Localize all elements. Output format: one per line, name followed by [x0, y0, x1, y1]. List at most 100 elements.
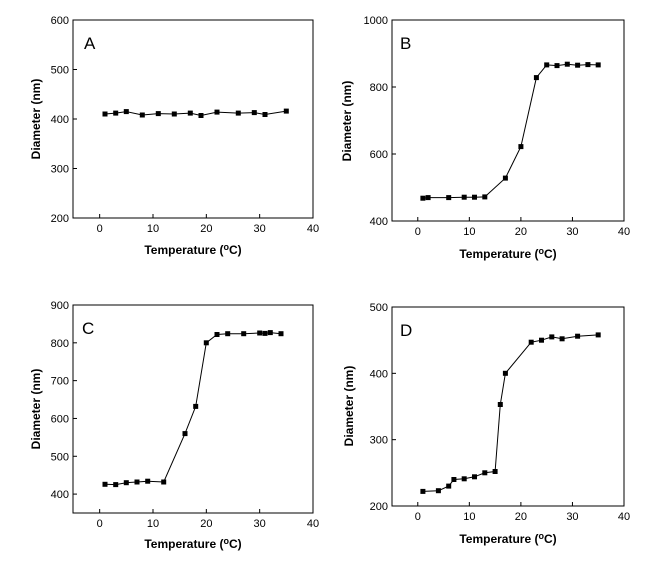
- data-point-d: [435, 488, 441, 494]
- x-tick-label-a: 40: [307, 223, 319, 235]
- y-tick-label-d: 500: [370, 302, 388, 314]
- x-tick-label-b: 30: [566, 226, 578, 238]
- data-point-b: [461, 194, 467, 200]
- data-point-b: [575, 62, 581, 68]
- data-point-d: [559, 336, 565, 342]
- data-point-d: [539, 337, 544, 343]
- ticks-c: 0 10 20 30 40 400 500 600 700 800 900: [51, 300, 319, 530]
- y-tick-label-c: 700: [51, 376, 69, 388]
- data-point-a: [283, 108, 289, 114]
- data-point-c: [278, 331, 284, 337]
- data-point-a: [171, 111, 177, 117]
- data-point-c: [193, 403, 199, 409]
- series-line-c: [104, 332, 282, 486]
- panel-letter-b: B: [400, 34, 411, 53]
- series-line-a: [104, 110, 287, 117]
- data-point-c: [262, 330, 268, 336]
- x-tick-label-a: 30: [254, 223, 266, 235]
- x-tick-label-c: 0: [97, 518, 103, 530]
- data-point-b: [518, 144, 524, 150]
- series-d: [420, 332, 601, 494]
- y-tick-label-d: 300: [370, 435, 388, 447]
- y-axis-label-d: Diameter (nm): [342, 366, 356, 447]
- data-point-d: [482, 470, 488, 476]
- panel-letter-a: A: [84, 34, 96, 53]
- y-tick-label-d: 200: [370, 501, 388, 513]
- x-tick-label-a: 10: [147, 223, 159, 235]
- panel-c: 0 10 20 30 40 400 500 600 700 800 900 C Temperatur…: [29, 300, 319, 551]
- data-point-b: [544, 62, 550, 68]
- y-tick-label-a: 300: [51, 164, 69, 176]
- data-point-c: [225, 331, 231, 337]
- y-tick-label-d: 400: [370, 368, 388, 380]
- series-a: [102, 108, 289, 118]
- data-point-a: [235, 110, 241, 116]
- series-c: [102, 330, 284, 488]
- data-point-c: [257, 330, 263, 336]
- x-tick-label-d: 0: [415, 511, 421, 523]
- y-tick-label-a: 500: [51, 65, 69, 77]
- data-point-c: [134, 479, 140, 485]
- data-point-b: [564, 61, 570, 67]
- y-tick-label-c: 900: [51, 300, 69, 312]
- y-tick-label-a: 600: [51, 15, 69, 27]
- y-tick-label-b: 400: [370, 216, 388, 228]
- x-tick-label-c: 20: [200, 518, 212, 530]
- data-point-a: [251, 110, 257, 116]
- series-line-b: [422, 63, 599, 199]
- plot-frame-b: [391, 19, 625, 222]
- x-tick-label-a: 20: [200, 223, 212, 235]
- data-point-c: [113, 482, 119, 488]
- x-tick-label-b: 10: [463, 226, 475, 238]
- y-tick-label-c: 600: [51, 413, 69, 425]
- panel-a: 0 10 20 30 40 200 300 400 500 600 A Temperature (…: [29, 15, 319, 257]
- series-b: [420, 61, 601, 201]
- x-tick-label-d: 20: [515, 511, 527, 523]
- data-point-d: [461, 476, 467, 482]
- ticks-d: 0 10 20 30 40 200 300 400 500: [370, 302, 630, 523]
- data-point-b: [420, 195, 426, 201]
- x-tick-label-c: 10: [147, 518, 159, 530]
- data-point-d: [420, 488, 426, 494]
- data-point-c: [214, 332, 220, 337]
- data-point-b: [533, 75, 539, 81]
- data-point-a: [214, 109, 220, 115]
- y-axis-label-c: Diameter (nm): [29, 369, 43, 450]
- data-point-b: [595, 62, 601, 68]
- data-point-b: [472, 194, 477, 200]
- x-tick-label-c: 40: [307, 518, 319, 530]
- data-point-d: [472, 474, 477, 480]
- x-tick-label-c: 30: [254, 518, 266, 530]
- data-point-a: [198, 113, 204, 118]
- data-point-c: [203, 340, 209, 346]
- plot-frame-d: [391, 306, 625, 507]
- plot-frame-c: [72, 304, 314, 514]
- data-point-d: [502, 370, 508, 376]
- panel-b: 0 10 20 30 40 400 600 800 1000 B Temperature (oC…: [340, 15, 630, 261]
- y-tick-label-b: 1000: [364, 15, 388, 27]
- y-tick-label-b: 600: [370, 149, 388, 161]
- y-axis-label-a: Diameter (nm): [29, 79, 43, 160]
- data-point-b: [502, 175, 508, 181]
- x-axis-label-b: Temperature (oC): [459, 246, 556, 261]
- x-tick-label-b: 20: [515, 226, 527, 238]
- x-axis-label-c: Temperature (oC): [144, 536, 241, 551]
- data-point-d: [575, 333, 581, 339]
- data-point-d: [497, 402, 503, 407]
- x-tick-label-d: 30: [566, 511, 578, 523]
- panel-d: 0 10 20 30 40 200 300 400 500 D Temperature (oC)…: [342, 302, 630, 546]
- x-axis-label-a: Temperature (oC): [144, 242, 241, 257]
- data-point-c: [161, 479, 167, 485]
- y-tick-label-c: 500: [51, 451, 69, 463]
- series-line-d: [422, 334, 599, 492]
- data-point-c: [123, 480, 129, 486]
- data-point-d: [446, 483, 452, 489]
- y-axis-label-b: Diameter (nm): [340, 81, 354, 162]
- data-point-a: [113, 110, 119, 116]
- data-point-c: [182, 431, 188, 437]
- ticks-b: 0 10 20 30 40 400 600 800 1000: [364, 15, 631, 238]
- data-point-c: [102, 481, 108, 487]
- panel-letter-d: D: [400, 321, 412, 340]
- plot-frame-a: [72, 19, 314, 219]
- x-tick-label-b: 40: [618, 226, 630, 238]
